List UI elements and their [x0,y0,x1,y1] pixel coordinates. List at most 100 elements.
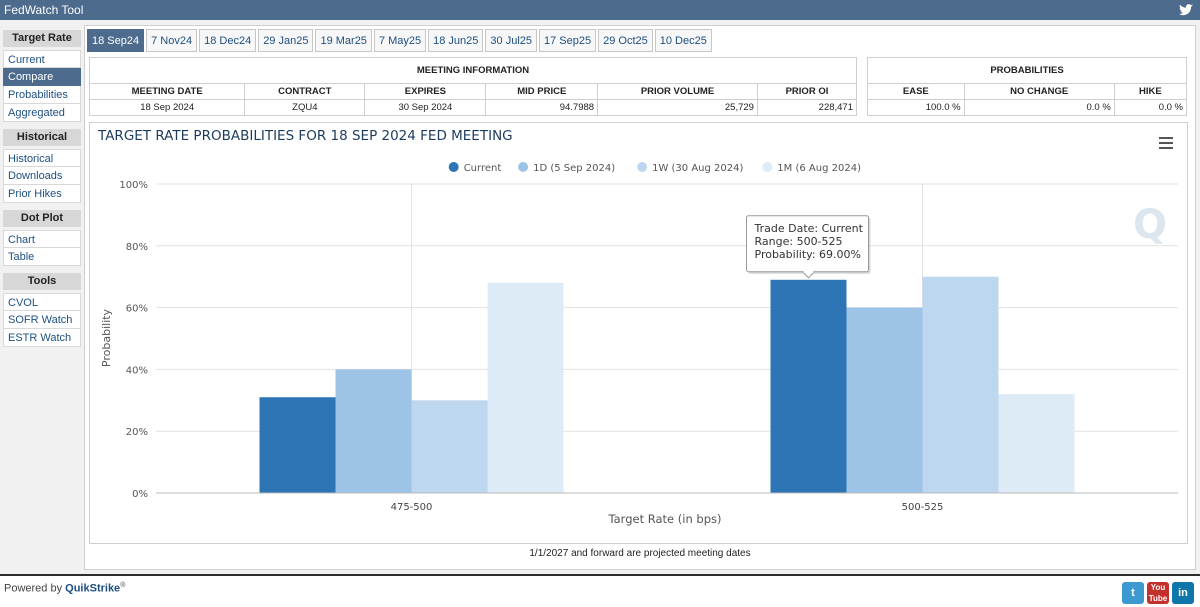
no-change-cell: 0.0 % [963,99,1115,116]
column-header: MID PRICE [485,83,599,100]
sidebar-item-table[interactable]: Table [3,248,81,266]
plot-area: 0% 20% 40% 60% 80% 100% 475-500 500-525 Q [119,180,1178,513]
chart-title: TARGET RATE PROBABILITIES FOR 18 SEP 202… [97,128,513,144]
tab-19-mar25[interactable]: 19 Mar25 [315,29,372,52]
expires-cell: 30 Sep 2024 [364,99,487,116]
sidebar-heading-tools: Tools [3,273,81,290]
meeting-date-cell: 18 Sep 2024 [88,99,246,116]
y-tick-label: 80% [126,242,148,253]
sidebar-item-historical[interactable]: Historical [3,149,81,167]
sidebar-heading-dot-plot: Dot Plot [3,210,81,227]
sidebar-item-probabilities[interactable]: Probabilities [3,86,81,104]
quikstrike-watermark-logo: Q [1133,202,1167,248]
meeting-tabs: 18 Sep24 7 Nov24 18 Dec24 29 Jan25 19 Ma… [85,29,712,52]
sidebar-heading-historical: Historical [3,129,81,146]
footer-divider [0,574,1200,576]
column-header: MEETING DATE [88,83,246,100]
tab-10-dec25[interactable]: 10 Dec25 [654,29,712,52]
menu-icon[interactable] [1159,137,1173,149]
chart-legend: Current 1D (5 Sep 2024) 1W (30 Aug 2024) 1M… [448,162,861,174]
y-tick-label: 40% [126,365,148,376]
sidebar-item-compare[interactable]: Compare [3,68,81,86]
title-bar: FedWatch Tool [0,0,1200,20]
bar [487,282,564,493]
bar [259,397,336,493]
bar [846,307,923,493]
x-tick-label: 500-525 [902,502,944,513]
tab-7-may25[interactable]: 7 May25 [373,29,427,52]
y-tick-label: 20% [126,427,148,438]
tab-17-sep25[interactable]: 17 Sep25 [539,29,597,52]
table-row: 100.0 % 0.0 % 0.0 % [867,99,1188,116]
quikstrike-link[interactable]: QuikStrike [65,582,121,595]
column-header: NO CHANGE [963,83,1115,100]
probabilities-table: PROBABILITIES EASE NO CHANGE HIKE 100.0 … [867,57,1188,116]
contract-cell: ZQU4 [244,99,366,116]
y-tick-label: 100% [119,180,148,191]
tooltip-line: Trade Date: Current [754,222,864,235]
tab-18-sep24[interactable]: 18 Sep24 [87,29,145,52]
prior-volume-cell: 25,729 [597,99,758,116]
legend-label: 1D (5 Sep 2024) [533,163,615,174]
sidebar-item-cvol[interactable]: CVOL [3,293,81,311]
meeting-info-heading: MEETING INFORMATION [89,57,857,84]
legend-label: Current [464,163,502,174]
sidebar-item-prior-hikes[interactable]: Prior Hikes [3,185,81,203]
probability-chart: TARGET RATE PROBABILITIES FOR 18 SEP 202… [97,128,1178,526]
sidebar-item-sofr-watch[interactable]: SOFR Watch [3,311,81,329]
registered-mark: ® [120,582,126,589]
ease-cell: 100.0 % [867,99,965,116]
sidebar-item-chart[interactable]: Chart [3,230,81,248]
sidebar-heading-target-rate: Target Rate [3,30,81,47]
prior-oi-cell: 228,471 [756,99,858,116]
tab-30-jul25[interactable]: 30 Jul25 [485,29,537,52]
legend-marker [637,162,648,172]
powered-by: Powered by QuikStrike® [4,582,125,595]
column-header: CONTRACT [244,83,366,100]
sidebar-item-aggregated[interactable]: Aggregated [3,104,81,122]
y-axis-label: Probability [100,308,113,367]
meeting-info-table: MEETING INFORMATION MEETING DATE CONTRAC… [88,57,858,116]
bar [922,276,999,493]
tooltip-line: Range: 500-525 [755,235,843,248]
tab-29-jan25[interactable]: 29 Jan25 [258,29,314,52]
tab-7-nov24[interactable]: 7 Nov24 [146,29,198,52]
column-header: EASE [867,83,965,100]
youtube-icon[interactable]: You Tube [1147,582,1169,604]
linkedin-icon[interactable]: in [1172,582,1194,604]
tooltip-pointer-mask [803,270,814,273]
tab-18-dec24[interactable]: 18 Dec24 [199,29,257,52]
bar [411,400,488,493]
mid-price-cell: 94.7988 [485,99,599,116]
table-row: 18 Sep 2024 ZQU4 30 Sep 2024 94.7988 25,… [88,99,858,116]
legend-marker [762,162,773,172]
legend-marker [448,162,459,172]
x-tick-label: 475-500 [391,502,433,513]
chart-panel: TARGET RATE PROBABILITIES FOR 18 SEP 202… [89,122,1188,544]
bar [335,369,412,493]
tooltip-line: Probability: 69.00% [755,248,862,261]
hike-cell: 0.0 % [1113,99,1188,116]
x-axis-label: Target Rate (in bps) [608,512,722,526]
powered-by-text: Powered by [4,582,66,595]
app-title: FedWatch Tool [4,3,84,17]
main-panel: 18 Sep24 7 Nov24 18 Dec24 29 Jan25 19 Ma… [84,25,1196,570]
tab-18-jun25[interactable]: 18 Jun25 [428,29,484,52]
column-header: PRIOR VOLUME [597,83,758,100]
sidebar: Target Rate Current Compare Probabilitie… [3,30,81,347]
column-header: PRIOR OI [756,83,858,100]
sidebar-item-current[interactable]: Current [3,50,81,68]
y-tick-label: 60% [126,304,148,315]
probabilities-heading: PROBABILITIES [867,57,1187,84]
twitter-icon[interactable] [1178,2,1194,18]
twitter-icon[interactable]: t [1122,582,1144,604]
legend-marker [518,162,529,172]
sidebar-item-downloads[interactable]: Downloads [3,167,81,185]
tab-29-oct25[interactable]: 29 Oct25 [598,29,653,52]
column-header: HIKE [1113,83,1188,100]
legend-label: 1M (6 Aug 2024) [777,163,861,174]
sidebar-item-estr-watch[interactable]: ESTR Watch [3,329,81,347]
projected-dates-footnote: 1/1/2027 and forward are projected meeti… [529,548,751,559]
footer: Powered by QuikStrike® t You Tube in [0,576,1200,607]
